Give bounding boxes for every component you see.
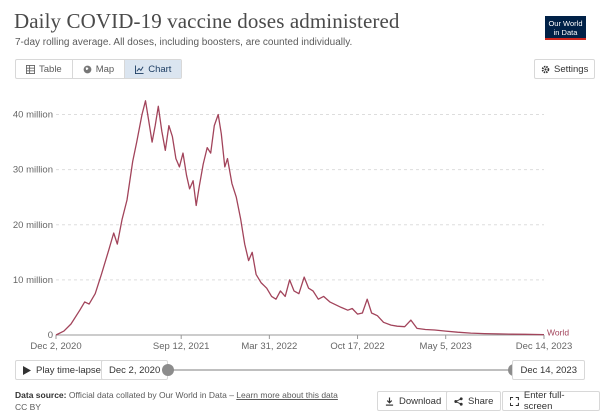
x-tick-label: May 5, 2023 bbox=[420, 341, 472, 352]
line-chart-icon bbox=[135, 64, 144, 74]
timeline-start-date[interactable]: Dec 2, 2020 bbox=[101, 360, 169, 380]
logo-line-2: in Data bbox=[553, 28, 578, 37]
series-line-world[interactable] bbox=[55, 100, 545, 336]
y-tick-label: 20 million bbox=[13, 220, 53, 231]
x-tick-label: Mar 31, 2022 bbox=[241, 341, 297, 352]
x-tick-label: Dec 14, 2023 bbox=[516, 341, 573, 352]
view-tabs: Table Map Chart bbox=[15, 59, 183, 79]
data-source: Data source: Official data collated by O… bbox=[15, 390, 338, 400]
series-label-world: World bbox=[547, 328, 569, 338]
globe-icon bbox=[83, 65, 92, 73]
download-button[interactable]: Download bbox=[377, 391, 450, 411]
tab-map-label: Map bbox=[95, 63, 115, 75]
play-timelapse-button[interactable]: Play time-lapse bbox=[15, 360, 109, 380]
x-tick-label: Oct 17, 2022 bbox=[330, 341, 384, 352]
settings-label: Settings bbox=[554, 63, 589, 75]
play-timelapse-label: Play time-lapse bbox=[36, 364, 101, 376]
fullscreen-label: Enter full-screen bbox=[523, 390, 565, 412]
timeline: Play time-lapse Dec 2, 2020 Dec 14, 2023 bbox=[15, 360, 585, 380]
data-source-text: Official data collated by Our World in D… bbox=[68, 390, 237, 400]
share-icon bbox=[454, 396, 463, 406]
y-tick-label: 0 bbox=[48, 330, 53, 341]
tab-chart[interactable]: Chart bbox=[124, 60, 182, 78]
page-subtitle: 7-day rolling average. All doses, includ… bbox=[15, 37, 353, 48]
learn-more-link[interactable]: Learn more about this data bbox=[236, 390, 338, 400]
y-tick-label: 40 million bbox=[13, 110, 53, 121]
x-tick-label: Sep 12, 2021 bbox=[153, 341, 210, 352]
x-tick-label: Dec 2, 2020 bbox=[30, 341, 81, 352]
share-button[interactable]: Share bbox=[446, 391, 502, 411]
y-tick-label: 10 million bbox=[13, 275, 53, 286]
timeline-start-handle[interactable] bbox=[162, 364, 174, 376]
expand-icon bbox=[510, 396, 519, 406]
tab-table[interactable]: Table bbox=[16, 60, 72, 78]
play-icon bbox=[23, 365, 31, 375]
tab-table-label: Table bbox=[39, 63, 62, 75]
y-tick-label: 30 million bbox=[13, 165, 53, 176]
fullscreen-button[interactable]: Enter full-screen bbox=[502, 390, 600, 412]
table-icon bbox=[26, 64, 35, 74]
tab-map[interactable]: Map bbox=[71, 60, 124, 78]
license-text: CC BY bbox=[15, 402, 41, 412]
logo-line-1: Our World bbox=[548, 19, 583, 28]
timeline-track[interactable] bbox=[167, 369, 514, 371]
settings-button[interactable]: Settings bbox=[534, 59, 596, 79]
tab-chart-label: Chart bbox=[148, 63, 172, 75]
gear-icon bbox=[541, 65, 550, 73]
page-title: Daily COVID-19 vaccine doses administere… bbox=[14, 9, 400, 33]
data-source-label: Data source: bbox=[15, 390, 67, 400]
download-label: Download bbox=[399, 395, 442, 407]
download-icon bbox=[385, 396, 394, 406]
owid-logo[interactable]: Our World in Data bbox=[545, 16, 586, 40]
timeline-end-date[interactable]: Dec 14, 2023 bbox=[512, 360, 585, 380]
share-label: Share bbox=[468, 395, 494, 407]
